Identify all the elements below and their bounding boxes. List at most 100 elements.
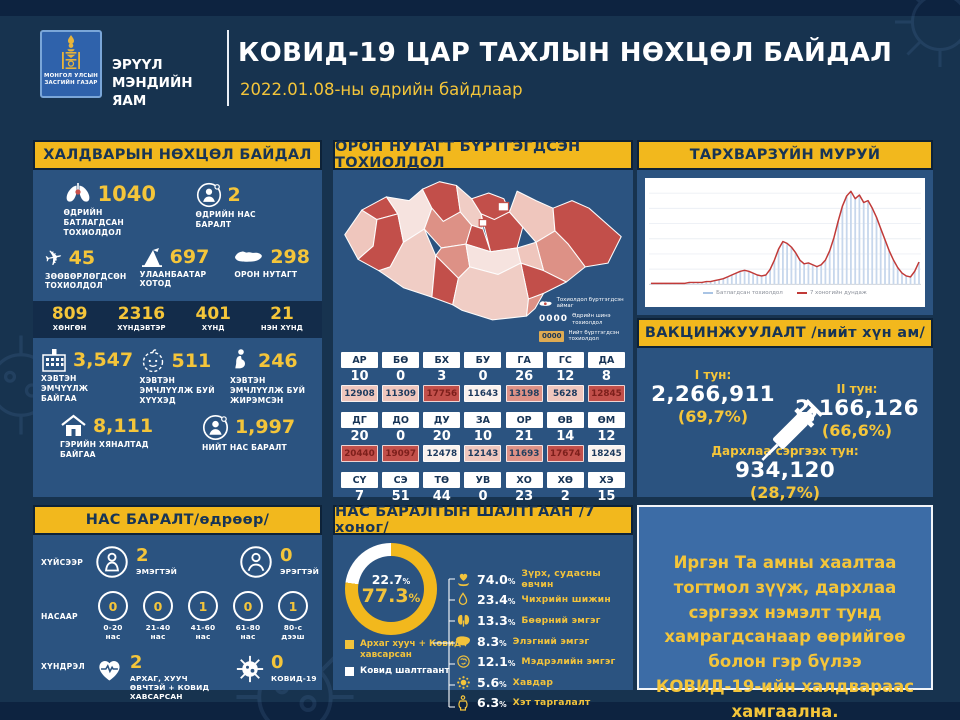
covid-only-deaths-value: 0 xyxy=(271,651,284,673)
panel-epidemic-curve: ТАРХВАРЗҮЙН МУРУЙ Батлагдсан тохиолдол 7… xyxy=(637,140,933,315)
orkhon-marker xyxy=(478,218,488,227)
white-swatch xyxy=(345,666,354,676)
stat-imported: ✈ 45 ЗӨӨВӨРЛӨГДСӨН ТОХИОЛДОЛ xyxy=(43,244,140,292)
map-legend-item-daily: 0000 Өдрийн шинэ тохиолдол xyxy=(539,313,611,326)
province-cell: БУ 0 11643 xyxy=(464,352,502,402)
dose1-percent: (69,7%) xyxy=(677,407,749,426)
stat-pregnant-hospitalized: 246 ХЭВТЭН ЭМЧЛҮҮЛЖ БУЙ ЖИРЭМСЭН xyxy=(230,348,314,406)
total-deaths-value: 1,997 xyxy=(234,416,296,439)
stat-daily-confirmed: 1040 ӨДРИЙН БАТЛАГДСАН ТОХИОЛДОЛ xyxy=(64,182,160,238)
panel-curve-title: ТАРХВАРЗҮЙН МУРУЙ xyxy=(637,140,933,170)
panel-infection-status: ХАЛДВАРЫН НӨХЦӨЛ БАЙДАЛ 1040 ӨДРИЙН БАТЛ… xyxy=(33,140,322,497)
booster-value: 934,120 xyxy=(734,458,836,483)
complication-row-label: ХҮНДРЭЛ xyxy=(41,661,86,671)
dose1-label: I тун: xyxy=(694,368,732,382)
provinces-value: 298 xyxy=(270,245,310,268)
curve-legend-cases: Батлагдсан тохиолдол xyxy=(703,290,783,296)
page-title: КОВИД-19 ЦАР ТАХЛЫН НӨХЦӨЛ БАЙДАЛ xyxy=(238,38,893,68)
province-cell: ГС 12 5628 xyxy=(546,352,584,402)
average-series-swatch xyxy=(796,292,807,294)
daily-confirmed-value: 1040 xyxy=(97,182,156,206)
cause-kidney: 13.3% Бөөрний эмгэг xyxy=(455,610,627,631)
ulaanbaatar-label: УЛААНБААТАР ХОТОД xyxy=(139,269,207,289)
province-cell: ӨВ 14 17674 xyxy=(546,412,584,462)
curve-legend-average: 7 хоногийн дундаж xyxy=(796,290,867,296)
epidemic-curve-chart: Батлагдсан тохиолдол 7 хоногийн дундаж xyxy=(645,178,925,307)
province-cell: АР 10 12908 xyxy=(341,352,378,402)
provinces-label: ОРОН НУТАГТ xyxy=(234,269,298,279)
panel-deaths-title: НАС БАРАЛТ/өдрөөр/ xyxy=(33,505,322,535)
province-cell: ДА 8 12845 xyxy=(587,352,625,402)
age-group-0-20: 0 0-20 нас xyxy=(95,591,131,642)
header-divider xyxy=(227,30,229,106)
province-cell: ДГ 20 20440 xyxy=(341,412,378,462)
legend-covid-only: Ковид шалтгаант xyxy=(345,666,475,677)
yellow-swatch xyxy=(345,640,354,649)
covid-only-deaths-label: КОВИД-19 xyxy=(271,673,317,683)
diabetes-drop-icon xyxy=(458,592,468,606)
panel-infection-title: ХАЛДВАРЫН НӨХЦӨЛ БАЙДАЛ xyxy=(33,140,322,170)
curve-legend: Батлагдсан тохиолдол 7 хоногийн дундаж xyxy=(645,290,925,299)
donut-chart: 22.7% 77.3% xyxy=(345,543,437,635)
bottom-strip xyxy=(0,702,960,720)
ministry-name: ЭРҮҮЛ МЭНДИЙН ЯАМ xyxy=(112,57,193,110)
cause-obesity: 6.3% Хэт таргалалт xyxy=(455,693,627,714)
cause-cancer: 5.6% Хавдар xyxy=(455,672,627,693)
province-cell: ДУ 20 12478 xyxy=(423,412,461,462)
legend-comorbid: Архаг хууч + Ковид хавсарсан xyxy=(345,639,475,661)
daily-deaths-value: 2 xyxy=(227,184,241,206)
stat-provinces: 298 ОРОН НУТАГТ xyxy=(234,246,310,292)
stat-ulaanbaatar: 697 УЛААНБААТАР ХОТОД xyxy=(140,246,235,292)
panel-death-causes: НАС БАРАЛТЫН ШАЛТГААН /7 хоног/ 22.7% 77… xyxy=(333,504,633,711)
daily-confirmed-label: ӨДРИЙН БАТЛАГДСАН ТОХИОЛДОЛ xyxy=(63,208,124,237)
causes-bracket xyxy=(433,578,455,708)
province-cell: БӨ 0 11309 xyxy=(382,352,420,402)
ulaanbaatar-marker xyxy=(497,201,510,212)
imported-value: 45 xyxy=(68,246,96,269)
children-hospitalized-value: 511 xyxy=(171,350,212,373)
brain-icon xyxy=(456,655,470,668)
female-icon xyxy=(96,546,128,578)
cases-series-swatch xyxy=(703,292,714,294)
cause-liver: 8.3% Элэгний эмгэг xyxy=(455,631,627,652)
male-deaths: 0 ЭРЭГТЭЙ xyxy=(239,545,347,579)
mongolia-province-map: Тохиолдол бүртгэгдсэн аймаг 0000 Өдрийн … xyxy=(341,176,625,342)
pregnant-hospitalized-value: 246 xyxy=(257,350,298,373)
age-group-41-60: 1 41-60 нас xyxy=(185,591,221,642)
severity-severe: 401 ХҮНД xyxy=(195,304,232,333)
virus-icon xyxy=(236,655,264,682)
dose1-stat: I тун: 2,266,911 (69,7%) xyxy=(649,368,777,440)
severity-moderate: 2316 ХҮНДЭВТЭР xyxy=(117,304,166,333)
hospitalized-label: ХЭВТЭН ЭМЧҮҮЛЖ БАЙГАА xyxy=(41,374,89,403)
hospitalized-value: 3,547 xyxy=(73,349,134,372)
panel-regions-title: ОРОН НУТАГТ БҮРТГЭГДСЭН ТОХИОЛДОЛ xyxy=(333,139,633,171)
sex-row-label: ХҮЙСЭЭР xyxy=(41,557,84,567)
age-group-61-80: 0 61-80 нас xyxy=(230,591,266,642)
severity-strip: 809 ХӨНГӨН 2316 ХҮНДЭВТЭР 401 ХҮНД 21 НЭ… xyxy=(33,301,322,339)
male-icon xyxy=(240,546,272,578)
home-icon xyxy=(61,414,86,436)
covid-only-deaths: 0 КОВИД-19 xyxy=(235,651,353,702)
obesity-icon xyxy=(458,695,468,711)
female-deaths-label: ЭМЭГТЭЙ xyxy=(136,567,177,577)
report-date: 2022.01.08-ны өдрийн байдлаар xyxy=(240,80,523,99)
age-group-21-40: 0 21-40 нас xyxy=(140,591,176,642)
panel-public-message: Иргэн Та амны хаалтаа тогтмол зүүж, дарх… xyxy=(637,505,933,720)
panel-causes-title: НАС БАРАЛТЫН ШАЛТГААН /7 хоног/ xyxy=(333,504,633,536)
home-isolation-value: 8,111 xyxy=(92,414,154,437)
hospital-icon xyxy=(42,349,66,372)
age-row-label: НАСААР xyxy=(41,611,78,621)
male-deaths-label: ЭРЭГТЭЙ xyxy=(280,567,320,577)
comorbidity-deaths-label: АРХАГ, ХУУЧ ӨВЧТЭЙ + КОВИД ХАВСАРСАН xyxy=(129,673,210,702)
cause-diabetes: 23.4% Чихрийн шижин xyxy=(455,590,627,611)
province-cell: ОР 21 11693 xyxy=(505,412,543,462)
monument-icon xyxy=(141,247,162,267)
baby-icon xyxy=(142,349,163,373)
province-cell: ӨМ 12 18245 xyxy=(587,412,625,462)
liver-icon xyxy=(456,636,470,647)
province-cell: БХ 3 17756 xyxy=(423,352,461,402)
pregnant-icon xyxy=(235,349,245,369)
map-legend-item-region: Тохиолдол бүртгэгдсэн аймаг xyxy=(539,297,625,311)
mini-map-icon xyxy=(539,301,552,306)
